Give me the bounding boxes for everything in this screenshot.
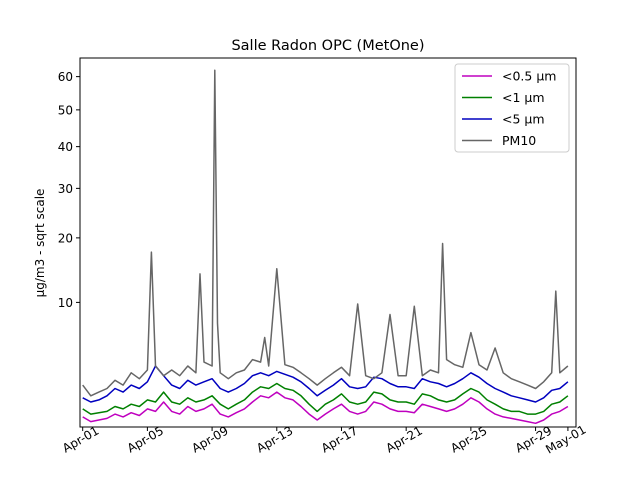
y-tick-label: 60 [58,70,73,84]
x-tick-label: Apr-21 [384,424,425,456]
y-tick-label: 10 [58,296,73,310]
series-layer [82,69,569,425]
legend-label-pm10: PM10 [502,133,536,148]
x-tick-label: Apr-25 [448,424,489,456]
y-tick-label: 40 [58,140,73,154]
x-tick-label: Apr-13 [254,424,295,456]
series-line-1-0-5-m [82,391,569,425]
y-tick-label: 50 [58,103,73,117]
y-axis: 10 20 30 40 50 60 [58,70,80,310]
legend-box [454,63,570,153]
x-tick-label: Apr-01 [60,424,101,456]
series-line-2-1-m [82,382,569,415]
x-tick-label: Apr-09 [189,424,230,456]
y-axis-label: µg/m3 - sqrt scale [33,189,47,298]
y-tick-label: 30 [58,182,73,196]
y-tick-label: 20 [58,231,73,245]
legend-label-1-m: <1 µm [502,90,545,105]
series-line-4-pm10 [82,69,569,397]
chart-title: Salle Radon OPC (MetOne) [231,38,424,54]
legend-label-5-m: <5 µm [502,112,545,127]
x-tick-label: May-01 [543,422,588,456]
plot-frame [79,57,577,428]
series-line-3-5-m [82,365,569,403]
x-tick-label: Apr-05 [125,424,166,456]
legend: <0.5 µm <1 µm <5 µm PM10 [454,63,570,153]
legend-label-0-5-m: <0.5 µm [502,69,556,84]
x-tick-label: Apr-17 [319,424,360,456]
x-axis: Apr-01 Apr-05 Apr-09 Apr-13 Apr-17 Apr-21 Apr-… [60,422,589,456]
